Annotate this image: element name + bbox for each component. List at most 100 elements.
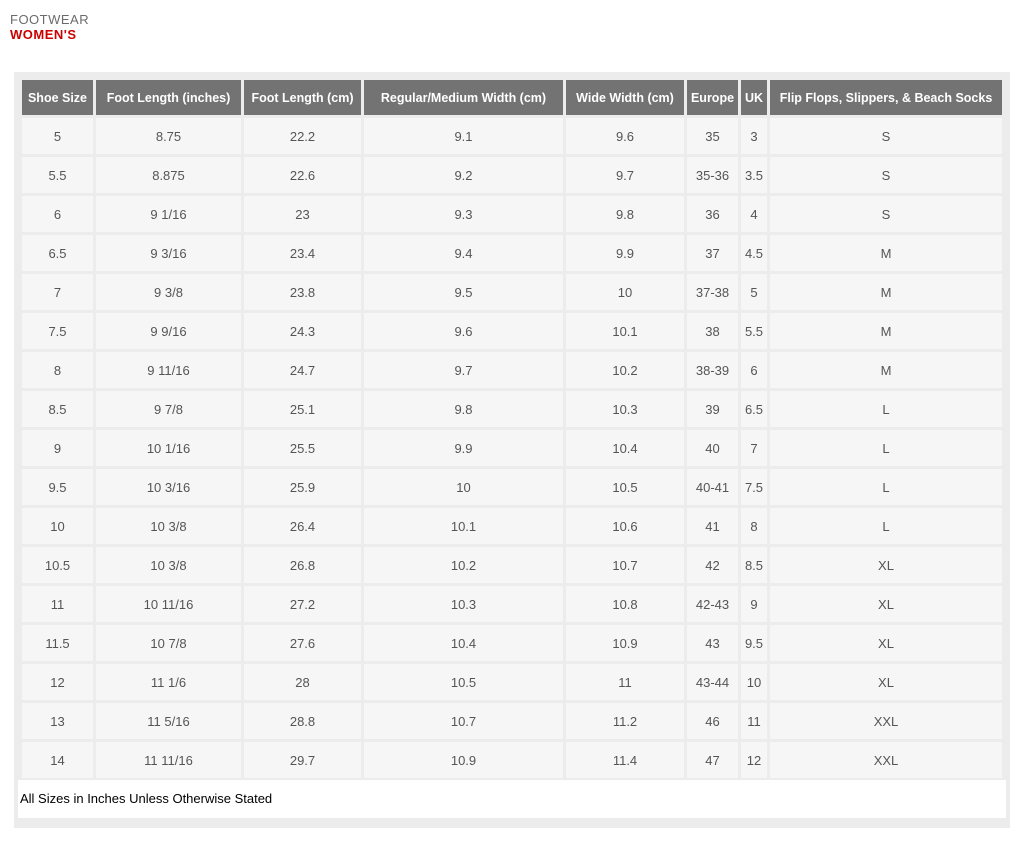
table-cell: 5.5 — [22, 157, 93, 193]
table-cell: 9.4 — [364, 235, 563, 271]
table-cell: 39 — [687, 391, 738, 427]
column-header: Foot Length (cm) — [244, 80, 361, 115]
table-row: 9.5 10 3/16 25.9 10 10.5 40-41 7.5 L — [22, 469, 1002, 505]
table-cell: 23.8 — [244, 274, 361, 310]
table-cell: 25.1 — [244, 391, 361, 427]
table-cell: S — [770, 118, 1002, 154]
table-cell: 26.4 — [244, 508, 361, 544]
table-row: 5 8.75 22.2 9.1 9.6 35 3 S — [22, 118, 1002, 154]
table-cell: 35 — [687, 118, 738, 154]
table-cell: 4 — [741, 196, 767, 232]
table-cell: 9 9/16 — [96, 313, 241, 349]
table-cell: 5 — [22, 118, 93, 154]
table-row: 6.5 9 3/16 23.4 9.4 9.9 37 4.5 M — [22, 235, 1002, 271]
table-row: 10.5 10 3/8 26.8 10.2 10.7 42 8.5 XL — [22, 547, 1002, 583]
table-cell: 10 11/16 — [96, 586, 241, 622]
table-cell: 42-43 — [687, 586, 738, 622]
table-cell: 25.9 — [244, 469, 361, 505]
table-cell: 28.8 — [244, 703, 361, 739]
table-cell: 11 — [22, 586, 93, 622]
table-cell: 22.6 — [244, 157, 361, 193]
table-cell: 46 — [687, 703, 738, 739]
table-cell: 23.4 — [244, 235, 361, 271]
table-row: 10 10 3/8 26.4 10.1 10.6 41 8 L — [22, 508, 1002, 544]
table-cell: 10 — [364, 469, 563, 505]
table-cell: 29.7 — [244, 742, 361, 778]
table-cell: 9.8 — [364, 391, 563, 427]
table-cell: 10.5 — [22, 547, 93, 583]
table-header-row: Shoe Size Foot Length (inches) Foot Length… — [22, 80, 1002, 115]
table-cell: 43 — [687, 625, 738, 661]
table-cell: 47 — [687, 742, 738, 778]
category-label: FOOTWEAR — [10, 12, 90, 27]
table-cell: L — [770, 508, 1002, 544]
table-cell: 10.1 — [566, 313, 684, 349]
table-cell: 38 — [687, 313, 738, 349]
table-cell: 8 — [741, 508, 767, 544]
table-cell: 8.5 — [22, 391, 93, 427]
table-cell: 12 — [741, 742, 767, 778]
table-row: 8.5 9 7/8 25.1 9.8 10.3 39 6.5 L — [22, 391, 1002, 427]
table-cell: 10.4 — [364, 625, 563, 661]
table-cell: 9 3/16 — [96, 235, 241, 271]
table-cell: 27.2 — [244, 586, 361, 622]
table-cell: 23 — [244, 196, 361, 232]
column-header: Regular/Medium Width (cm) — [364, 80, 563, 115]
table-cell: 38-39 — [687, 352, 738, 388]
table-cell: 11.5 — [22, 625, 93, 661]
table-cell: 10.9 — [566, 625, 684, 661]
table-cell: 5 — [741, 274, 767, 310]
table-cell: XL — [770, 625, 1002, 661]
table-cell: S — [770, 157, 1002, 193]
table-cell: 8 — [22, 352, 93, 388]
table-cell: L — [770, 469, 1002, 505]
footnote: All Sizes in Inches Unless Otherwise Sta… — [18, 780, 1006, 818]
table-cell: 10.2 — [364, 547, 563, 583]
table-cell: 10 3/8 — [96, 508, 241, 544]
table-cell: 9 — [22, 430, 93, 466]
table-cell: 9.2 — [364, 157, 563, 193]
table-cell: 9.5 — [22, 469, 93, 505]
table-cell: 10 — [22, 508, 93, 544]
table-cell: 10.5 — [364, 664, 563, 700]
table-cell: 9 11/16 — [96, 352, 241, 388]
table-cell: 3.5 — [741, 157, 767, 193]
table-cell: 9.5 — [364, 274, 563, 310]
table-cell: 9 7/8 — [96, 391, 241, 427]
table-cell: 24.3 — [244, 313, 361, 349]
column-header: Foot Length (inches) — [96, 80, 241, 115]
table-cell: 9.5 — [741, 625, 767, 661]
table-cell: 6 — [22, 196, 93, 232]
table-cell: 35-36 — [687, 157, 738, 193]
size-chart-container: Shoe Size Foot Length (inches) Foot Length… — [14, 72, 1010, 828]
table-cell: 9.8 — [566, 196, 684, 232]
table-cell: 25.5 — [244, 430, 361, 466]
page-title: WOMEN'S — [10, 27, 77, 42]
table-cell: 10 1/16 — [96, 430, 241, 466]
size-chart-table: Shoe Size Foot Length (inches) Foot Length… — [19, 77, 1005, 781]
table-cell: 10.3 — [364, 586, 563, 622]
table-cell: 28 — [244, 664, 361, 700]
table-cell: 10 7/8 — [96, 625, 241, 661]
table-cell: 11 1/6 — [96, 664, 241, 700]
table-cell: 9.6 — [364, 313, 563, 349]
table-cell: 11.2 — [566, 703, 684, 739]
table-cell: XXL — [770, 703, 1002, 739]
table-cell: 4.5 — [741, 235, 767, 271]
table-cell: 11.4 — [566, 742, 684, 778]
column-header: Flip Flops, Slippers, & Beach Socks — [770, 80, 1002, 115]
table-cell: 9.1 — [364, 118, 563, 154]
table-cell: 10 — [741, 664, 767, 700]
table-cell: 8.75 — [96, 118, 241, 154]
table-cell: 27.6 — [244, 625, 361, 661]
table-cell: 8.5 — [741, 547, 767, 583]
table-row: 13 11 5/16 28.8 10.7 11.2 46 11 XXL — [22, 703, 1002, 739]
table-cell: 9.9 — [364, 430, 563, 466]
table-cell: 40 — [687, 430, 738, 466]
table-cell: 13 — [22, 703, 93, 739]
table-cell: 9.7 — [566, 157, 684, 193]
